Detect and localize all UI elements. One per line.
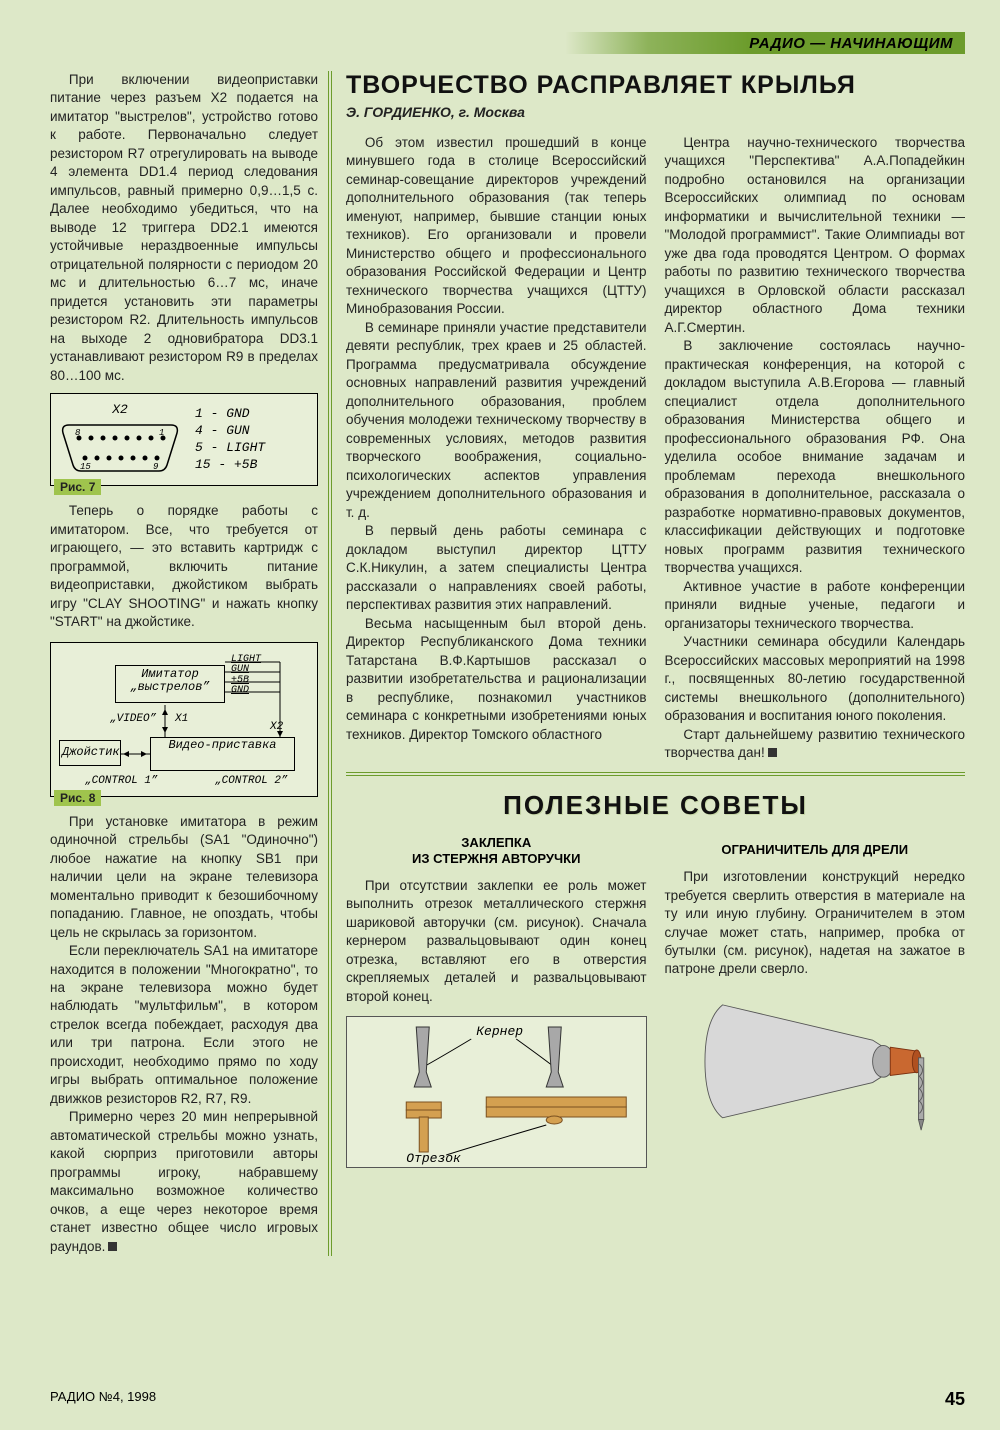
connector-svg: X2 8 1 15 [59, 402, 181, 477]
pin-4: 4 - GUN [195, 423, 265, 440]
left-p4: Если переключатель SA1 на имитаторе нахо… [50, 942, 318, 1108]
main-columns: При включении видеоприставки питание чер… [50, 71, 965, 1256]
art-p4: Весьма насыщенным был второй день. Дирек… [346, 615, 647, 744]
tip-2: ОГРАНИЧИТЕЛЬ ДЛЯ ДРЕЛИ При изготовлении … [665, 835, 966, 1168]
art-p2: В семинаре приняли участие представители… [346, 319, 647, 522]
fig7-content: X2 8 1 15 [59, 402, 309, 477]
svg-text:15: 15 [80, 462, 91, 472]
pin-15: 15 - +5В [195, 457, 265, 474]
figure-8: Имитатор „выстрелов” LIGHT GUN +5В GND [50, 642, 318, 797]
fig8-x1: X1 [175, 713, 188, 725]
left-p3: При установке имитатора в режим одиночно… [50, 813, 318, 942]
fig8-c2: „CONTROL 2” [215, 775, 288, 787]
end-square-icon [108, 1242, 117, 1251]
art-p1: Об этом известил прошедший в конце минув… [346, 134, 647, 319]
page-number: 45 [945, 1389, 965, 1410]
tips-title: ПОЛЕЗНЫЕ СОВЕТЫ [346, 790, 965, 821]
svg-text:1: 1 [159, 428, 164, 438]
fig7-pin-list: 1 - GND 4 - GUN 5 - LIGHT 15 - +5В [195, 406, 265, 474]
page-footer: РАДИО №4, 1998 45 [50, 1389, 965, 1410]
article-title: ТВОРЧЕСТВО РАСПРАВЛЯЕТ КРЫЛЬЯ [346, 71, 965, 100]
fig8-label: Рис. 8 [54, 790, 101, 806]
article-body: Об этом известил прошедший в конце минув… [346, 134, 965, 762]
fig7-x2-label: X2 [59, 402, 181, 417]
fig8-vp: Видео-приставка [150, 737, 295, 771]
page-root: РАДИО — НАЧИНАЮЩИМ При включении видеопр… [0, 0, 1000, 1430]
svg-text:9: 9 [153, 462, 159, 472]
fig8-c1: „CONTROL 1” [85, 775, 158, 787]
tip1-body: При отсутствии заклепки ее роль может вы… [346, 877, 647, 1006]
pin-1: 1 - GND [195, 406, 265, 423]
article-author: Э. ГОРДИЕНКО, г. Москва [346, 104, 965, 120]
header-gradient [565, 32, 749, 54]
art-p5: Центра научно-технического творчества уч… [665, 134, 966, 337]
art-p8: Участники семинара обсудили Календарь Вс… [665, 633, 966, 725]
svg-text:8: 8 [75, 428, 81, 438]
tip2-figure [665, 989, 966, 1139]
figure-7: X2 8 1 15 [50, 393, 318, 486]
footer-issue: РАДИО №4, 1998 [50, 1389, 156, 1410]
art-p7: Активное участие в работе конференции пр… [665, 578, 966, 633]
fig8-content: Имитатор „выстрелов” LIGHT GUN +5В GND [55, 647, 313, 792]
pin-5: 5 - LIGHT [195, 440, 265, 457]
tips-columns: ЗАКЛЕПКА ИЗ СТЕРЖНЯ АВТОРУЧКИ При отсутс… [346, 835, 965, 1168]
fig7-label: Рис. 7 [54, 479, 101, 495]
art-p6: В заключение состоялась научно-практичес… [665, 337, 966, 577]
art-p9: Старт дальнейшему развитию технического … [665, 726, 966, 763]
tip2-head: ОГРАНИЧИТЕЛЬ ДЛЯ ДРЕЛИ [665, 842, 966, 858]
end-square-icon [768, 748, 777, 757]
art-p3: В первый день работы семинара с докладом… [346, 522, 647, 614]
left-column: При включении видеоприставки питание чер… [50, 71, 328, 1256]
left-p1: При включении видеоприставки питание чер… [50, 71, 318, 385]
svg-text:Кернер: Кернер [476, 1024, 523, 1039]
tip1-head: ЗАКЛЕПКА ИЗ СТЕРЖНЯ АВТОРУЧКИ [346, 835, 647, 866]
section-header: РАДИО — НАЧИНАЮЩИМ [565, 30, 965, 56]
tips-section: ПОЛЕЗНЫЕ СОВЕТЫ ЗАКЛЕПКА ИЗ СТЕРЖНЯ АВТО… [346, 772, 965, 1168]
left-p5: Примерно через 20 мин непрерывной автома… [50, 1108, 318, 1256]
fig8-x2: X2 [270, 721, 283, 733]
fig8-video-lbl: „VIDEO” [110, 713, 156, 725]
tip1-figure: Кернер [346, 1016, 647, 1168]
fig8-joystick: Джойстик [59, 740, 121, 766]
header-text: РАДИО — НАЧИНАЮЩИМ [749, 32, 965, 54]
right-column: ТВОРЧЕСТВО РАСПРАВЛЯЕТ КРЫЛЬЯ Э. ГОРДИЕН… [328, 71, 965, 1256]
tip-1: ЗАКЛЕПКА ИЗ СТЕРЖНЯ АВТОРУЧКИ При отсутс… [346, 835, 647, 1168]
tip2-body: При изготовлении конструкций нередко тре… [665, 868, 966, 979]
left-p2: Теперь о порядке работы с имитатором. Вс… [50, 502, 318, 631]
